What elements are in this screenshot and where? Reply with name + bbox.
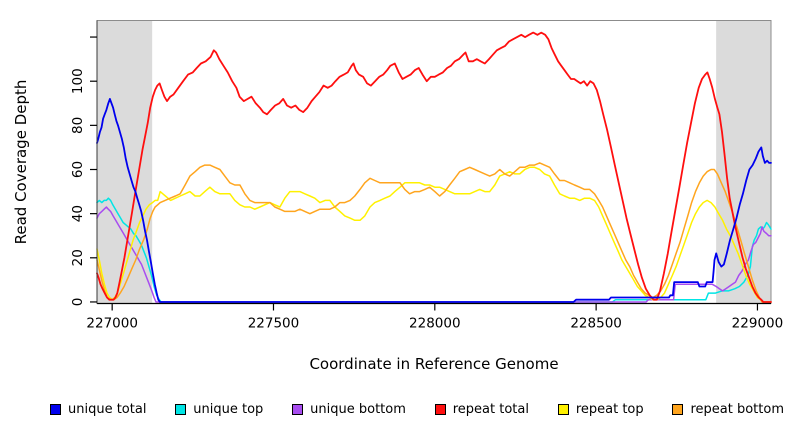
- series-lines: [96, 31, 772, 303]
- legend-label: unique bottom: [310, 401, 406, 417]
- legend-item-unique-bottom: unique bottom: [292, 402, 406, 417]
- legend-swatch-repeat-total: [434, 403, 446, 415]
- series-line-unique-bottom: [96, 206, 772, 303]
- y-tick-label: 100: [70, 68, 86, 94]
- legend-label: unique total: [68, 401, 147, 417]
- legend-label: repeat bottom: [690, 401, 784, 417]
- legend-item-unique-top: unique top: [175, 402, 263, 417]
- legend-swatch-repeat-bottom: [672, 403, 684, 415]
- legend-item-repeat-top: repeat top: [557, 401, 644, 417]
- legend-swatch-repeat-top: [557, 403, 569, 415]
- legend-item-repeat-bottom: repeat bottom: [672, 402, 784, 417]
- legend-label: repeat top: [575, 401, 644, 417]
- legend-label: unique top: [193, 401, 264, 417]
- series-line-repeat-bottom: [96, 162, 772, 303]
- y-tick-label: 0: [70, 298, 86, 307]
- legend-swatch-unique-total: [50, 403, 61, 415]
- series-line-repeat-top: [96, 166, 764, 303]
- legend-item-unique-total: unique total: [50, 402, 146, 417]
- axes: 227000 227500 228000 228500 229000 0 20 40 60 80 1…: [70, 20, 784, 332]
- masked-region-bands: [97, 20, 771, 304]
- coverage-plot-canvas: 227000 227500 228000 228500 229000 0 20 40 60 80 1…: [12, 20, 784, 373]
- legend-swatch-unique-top: [175, 403, 187, 415]
- legend: unique total unique top unique bottom repea…: [50, 396, 784, 422]
- plot-box: [96, 20, 772, 304]
- y-tick-label: 20: [70, 249, 86, 266]
- x-axis-title: Coordinate in Reference Genome: [309, 355, 558, 373]
- x-tick-label: 227000: [86, 316, 138, 332]
- series-line-repeat-total: [96, 31, 772, 303]
- y-tick-label: 60: [70, 161, 86, 178]
- legend-label: repeat total: [452, 401, 529, 417]
- series-line-unique-top: [96, 197, 772, 303]
- y-tick-label: 40: [70, 205, 86, 222]
- legend-item-repeat-total: repeat total: [434, 401, 529, 417]
- x-tick-label: 229000: [732, 316, 784, 332]
- x-tick-label: 228000: [409, 316, 461, 332]
- plot-frame: [96, 20, 772, 304]
- x-tick-label: 227500: [248, 316, 300, 332]
- series-line-unique-total: [96, 98, 772, 303]
- y-axis-title: Read Coverage Depth: [12, 80, 30, 245]
- x-tick-label: 228500: [570, 316, 622, 332]
- legend-swatch-unique-bottom: [292, 403, 304, 415]
- y-tick-label: 80: [70, 117, 86, 134]
